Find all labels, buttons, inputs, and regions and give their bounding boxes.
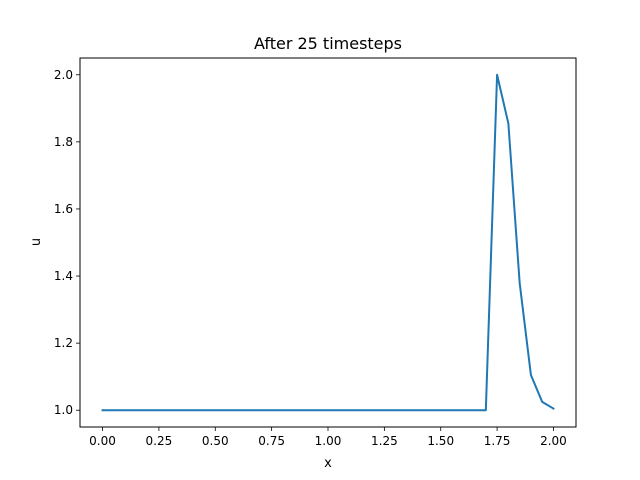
x-tick-label: 0.25 [146, 434, 173, 448]
x-tick-label: 0.75 [258, 434, 285, 448]
y-tick-label: 1.6 [54, 202, 73, 216]
chart-title: After 25 timesteps [254, 34, 402, 53]
x-tick-label: 1.50 [427, 434, 454, 448]
series-line-u [101, 73, 555, 412]
y-tick-label: 1.0 [54, 403, 73, 417]
x-axis-ticks: 0.00 0.25 0.50 0.75 1.00 1.25 1.50 1.75 2.00 [89, 427, 567, 448]
series-group [101, 73, 555, 412]
x-tick-label: 1.25 [371, 434, 398, 448]
y-tick-label: 1.2 [54, 336, 73, 350]
x-tick-label: 1.00 [315, 434, 342, 448]
y-axis-label: u [29, 238, 44, 246]
x-tick-label: 0.00 [89, 434, 116, 448]
x-tick-label: 0.50 [202, 434, 229, 448]
y-tick-label: 2.0 [54, 68, 73, 82]
x-tick-label: 2.00 [540, 434, 567, 448]
y-axis-ticks: 1.0 1.2 1.4 1.6 1.8 2.0 [54, 68, 80, 417]
x-tick-label: 1.75 [484, 434, 511, 448]
y-tick-label: 1.8 [54, 135, 73, 149]
plot-frame [79, 57, 577, 428]
y-tick-label: 1.4 [54, 269, 73, 283]
x-axis-label: x [324, 456, 332, 471]
